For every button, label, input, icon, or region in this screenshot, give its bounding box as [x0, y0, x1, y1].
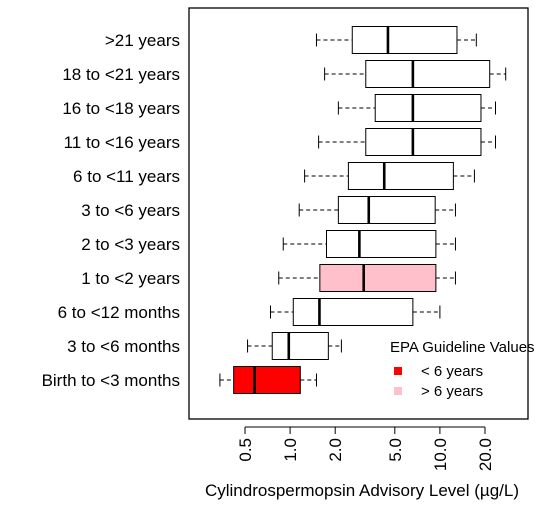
y-tick-label: 1 to <2 years	[81, 269, 180, 288]
legend-swatch	[394, 367, 402, 375]
x-axis: 0.5 1.0 2.0 5.0 10.0 20.0	[236, 426, 495, 471]
box-iqr	[351, 26, 458, 54]
x-tick-label: 0.5	[236, 438, 255, 462]
y-tick-label: 18 to <21 years	[62, 65, 180, 84]
box-iqr	[319, 264, 437, 292]
x-tick-label: 2.0	[326, 438, 345, 462]
x-tick-label: 1.0	[281, 438, 300, 462]
x-axis-title: Cylindrospermopsin Advisory Level (µg/L)	[205, 481, 519, 500]
x-tick-label: 10.0	[431, 438, 450, 471]
legend-swatch	[394, 387, 402, 395]
y-tick-labels: >21 years 18 to <21 years 16 to <18 years 1…	[42, 31, 180, 390]
box-iqr	[365, 60, 491, 88]
y-tick-label: 3 to <6 months	[67, 337, 180, 356]
y-tick-label: 16 to <18 years	[62, 99, 180, 118]
box-iqr	[365, 128, 482, 156]
y-tick-label: Birth to <3 months	[42, 371, 180, 390]
box-iqr	[271, 332, 329, 360]
box-iqr	[347, 162, 454, 190]
legend-title: EPA Guideline Values	[390, 339, 535, 356]
box-iqr	[374, 94, 482, 122]
box-group	[219, 26, 507, 394]
y-tick-label: 3 to <6 years	[81, 201, 180, 220]
box-iqr	[292, 298, 414, 326]
y-tick-label: 6 to <11 years	[73, 167, 180, 186]
legend-label: < 6 years	[421, 363, 483, 380]
legend-label: > 6 years	[421, 383, 483, 400]
x-tick-label: 20.0	[476, 438, 495, 471]
legend: EPA Guideline Values < 6 years > 6 years	[390, 339, 535, 400]
y-tick-label: 11 to <16 years	[64, 133, 180, 152]
y-tick-label: >21 years	[105, 31, 180, 50]
box-iqr	[233, 366, 301, 394]
plot-frame	[188, 7, 529, 420]
x-tick-label: 5.0	[386, 438, 405, 462]
y-tick-label: 2 to <3 years	[81, 235, 180, 254]
box-iqr	[337, 196, 436, 224]
y-tick-label: 6 to <12 months	[58, 303, 180, 322]
box-iqr	[326, 230, 437, 258]
